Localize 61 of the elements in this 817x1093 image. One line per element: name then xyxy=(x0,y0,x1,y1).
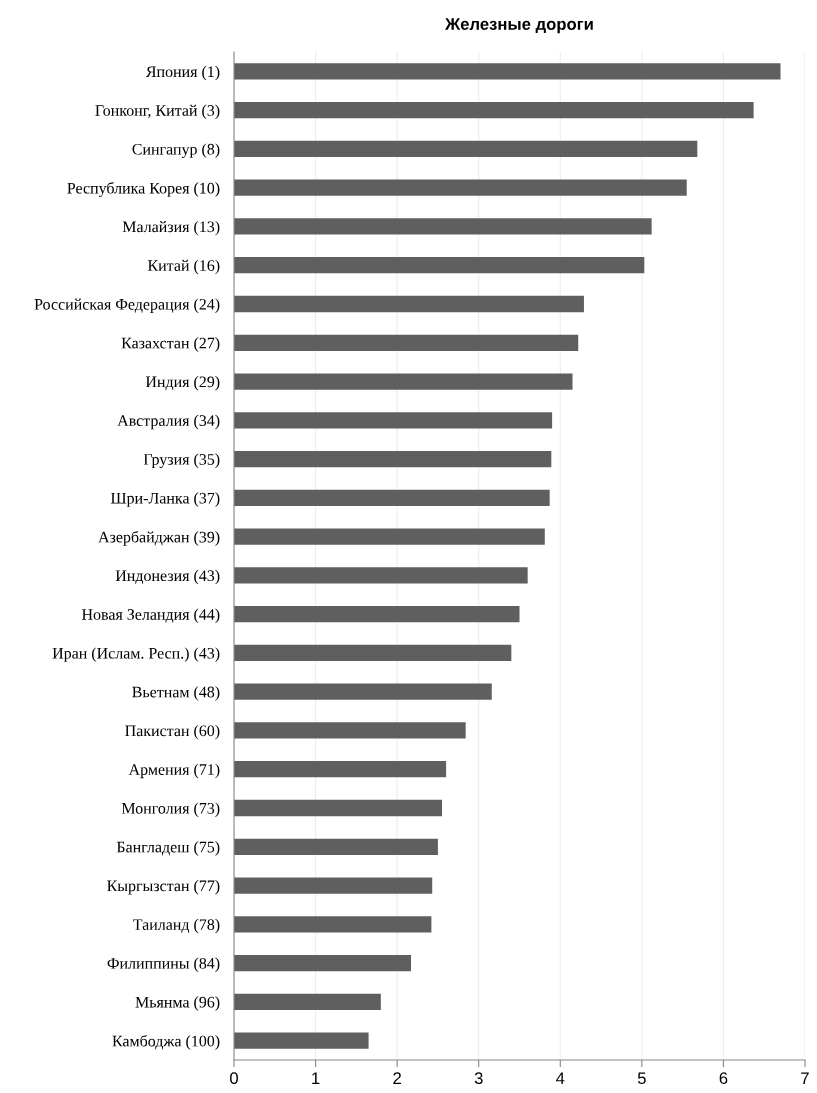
bar xyxy=(234,257,645,274)
y-tick-label: Иран (Ислам. Респ.) (43) xyxy=(52,647,220,662)
y-tick-label: Китай (16) xyxy=(147,259,220,275)
x-tick-label: 4 xyxy=(556,1072,565,1084)
bar xyxy=(234,644,512,662)
y-tick-label: Индия (29) xyxy=(145,376,220,391)
y-tick-label: Вьетнам (48) xyxy=(132,686,220,701)
bar xyxy=(234,373,573,390)
bar xyxy=(234,63,781,80)
y-tick-label: Малайзия (13) xyxy=(122,220,220,236)
x-tick-label: 7 xyxy=(801,1072,809,1084)
x-tick-label: 2 xyxy=(393,1072,401,1084)
x-tick-label: 3 xyxy=(474,1072,483,1085)
bar xyxy=(234,528,545,545)
y-tick-label: Филиппины (84) xyxy=(107,957,220,973)
y-tick-label: Австралия (34) xyxy=(117,414,220,430)
y-tick-label: Шри-Ланка (37) xyxy=(110,492,220,507)
y-tick-label: Таиланд (78) xyxy=(133,918,220,934)
y-tick-label: Армения (71) xyxy=(128,763,220,779)
bar xyxy=(234,606,520,623)
bar xyxy=(234,838,438,855)
x-tick-label: 6 xyxy=(719,1072,728,1085)
bar xyxy=(234,489,550,506)
bar xyxy=(234,761,447,778)
x-tick-label: 1 xyxy=(312,1072,320,1084)
bar xyxy=(234,683,492,700)
y-tick-label: Япония (1) xyxy=(145,65,220,81)
y-tick-label: Гонконг, Китай (3) xyxy=(95,104,220,120)
y-tick-label: Республика Корея (10) xyxy=(67,181,220,197)
bar xyxy=(234,102,754,119)
y-tick-label: Азербайджан (39) xyxy=(98,530,220,546)
y-tick-label: Российская Федерация (24) xyxy=(34,298,220,313)
bar xyxy=(234,877,433,894)
chart-title: Железные дороги xyxy=(445,18,593,34)
y-tick-label: Новая Зеландия (44) xyxy=(81,608,220,624)
y-tick-label: Казахстан (27) xyxy=(121,337,220,352)
y-tick-label: Пакистан (60) xyxy=(125,724,220,740)
bar xyxy=(234,567,528,584)
bar xyxy=(234,799,443,817)
y-tick-label: Мьянма (96) xyxy=(135,996,220,1011)
bar xyxy=(234,450,552,468)
bar xyxy=(234,218,652,235)
x-tick-label: 0 xyxy=(230,1072,238,1085)
bar xyxy=(234,179,687,196)
y-tick-label: Кыргызстан (77) xyxy=(107,880,220,895)
bar xyxy=(234,954,412,972)
y-tick-label: Индонезия (43) xyxy=(115,569,220,585)
bar xyxy=(234,916,432,933)
bar xyxy=(234,412,553,429)
y-tick-label: Сингапур (8) xyxy=(132,143,220,158)
bar xyxy=(234,295,584,313)
bar xyxy=(234,722,466,739)
y-tick-label: Грузия (35) xyxy=(143,453,220,469)
y-tick-label: Бангладеш (75) xyxy=(116,841,220,856)
bar xyxy=(234,1032,369,1049)
y-tick-label: Камбоджа (100) xyxy=(112,1034,220,1050)
bar xyxy=(234,334,579,351)
bar xyxy=(234,140,698,158)
y-tick-label: Монголия (73) xyxy=(121,802,220,817)
bar xyxy=(234,993,381,1010)
x-tick-label: 5 xyxy=(637,1072,646,1085)
